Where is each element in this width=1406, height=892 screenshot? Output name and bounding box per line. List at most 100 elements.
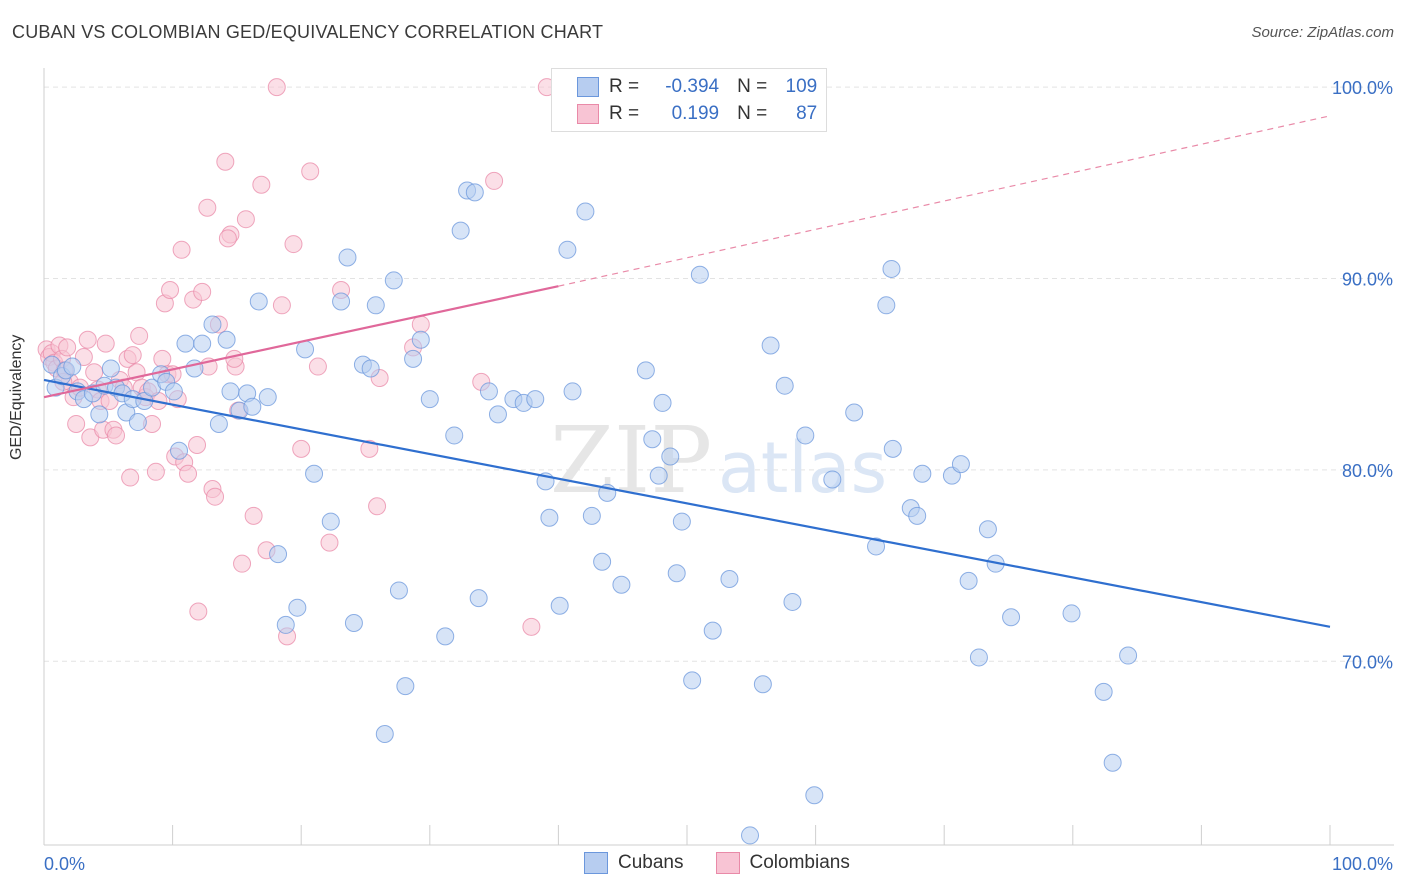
cubans-series xyxy=(42,181,1138,845)
cubans-point xyxy=(389,581,408,600)
legend-swatch-cubans xyxy=(584,852,608,874)
colombians-trend-line xyxy=(43,285,559,399)
cubans-point xyxy=(63,357,82,376)
cubans-point xyxy=(396,677,415,696)
cubans-point xyxy=(576,202,595,221)
cubans-point xyxy=(344,614,363,632)
cubans-point xyxy=(882,259,901,278)
colombians-point xyxy=(216,152,235,171)
colombians-point xyxy=(67,414,86,433)
axes xyxy=(43,68,1394,846)
cubans-point xyxy=(361,359,380,378)
colombians-point xyxy=(284,235,303,254)
colombians-point xyxy=(485,171,504,190)
legend-n-value-cubans: 109 xyxy=(785,76,818,97)
colombians-point xyxy=(189,602,208,621)
y-tick-label: 100.0% xyxy=(1332,78,1393,98)
cubans-point xyxy=(296,340,315,359)
colombians-point xyxy=(308,357,327,376)
colombians-point xyxy=(107,426,126,445)
cubans-point xyxy=(1094,682,1113,701)
series-legend: Cubans Colombians xyxy=(584,852,850,874)
cubans-point xyxy=(375,725,394,743)
legend-n-label: N = xyxy=(737,76,768,97)
cubans-point xyxy=(796,426,815,445)
cubans-point xyxy=(90,405,109,424)
y-tick-label: 80.0% xyxy=(1342,461,1393,481)
legend-r-label: R = xyxy=(609,103,640,124)
cubans-point xyxy=(582,506,601,525)
cubans-point xyxy=(176,334,195,353)
legend-row-colombians: R = 0.199 N = 87 xyxy=(577,102,817,126)
colombians-point xyxy=(244,506,263,525)
colombians-point xyxy=(272,296,291,315)
colombians-point xyxy=(121,468,140,487)
cubans-point xyxy=(258,388,277,407)
cubans-point xyxy=(411,330,430,349)
cubans-point xyxy=(1002,608,1021,627)
colombians-point xyxy=(411,315,430,334)
cubans-point xyxy=(1103,753,1122,772)
cubans-point xyxy=(636,361,655,380)
cubans-point xyxy=(170,441,189,460)
cubans-point xyxy=(465,183,484,202)
correlation-legend: R = -0.394 N = 109 R = 0.199 N = 87 xyxy=(551,68,827,132)
cubans-point xyxy=(783,592,802,611)
legend-n-label: N = xyxy=(737,103,768,124)
cubans-point xyxy=(479,382,498,401)
cubans-point xyxy=(741,826,760,845)
cubans-point xyxy=(288,598,307,617)
cubans-point xyxy=(217,330,236,349)
watermark-zip: ZIP xyxy=(550,407,712,514)
cubans-point xyxy=(321,512,340,531)
legend-label-cubans: Cubans xyxy=(618,852,684,873)
cubans-point xyxy=(690,265,709,284)
cubans-point xyxy=(469,589,488,608)
cubans-point xyxy=(249,292,268,311)
colombians-point xyxy=(301,162,320,181)
cubans-point xyxy=(1119,646,1138,665)
colombians-point xyxy=(225,349,244,368)
cubans-point xyxy=(563,382,582,401)
cubans-point xyxy=(653,393,672,412)
cubans-point xyxy=(404,349,423,368)
colombians-trend-extension xyxy=(558,115,1331,287)
cubans-point xyxy=(672,512,691,531)
colombians-point xyxy=(146,462,165,481)
cubans-point xyxy=(877,296,896,315)
cubans-point xyxy=(451,221,470,240)
legend-r-value-colombians: 0.199 xyxy=(671,103,720,124)
gridlines xyxy=(44,86,1394,662)
colombians-point xyxy=(123,346,142,365)
cubans-point xyxy=(805,786,824,805)
cubans-point xyxy=(951,455,970,474)
cubans-point xyxy=(649,466,668,485)
cubans-point xyxy=(775,376,794,395)
colombians-point xyxy=(292,439,311,458)
tick-labels: 70.0% 80.0% 90.0% 100.0% 0.0% 100.0% xyxy=(44,78,1393,874)
cubans-point xyxy=(908,506,927,525)
legend-n-value-colombians: 87 xyxy=(796,103,818,124)
legend-r-value-cubans: -0.394 xyxy=(665,76,720,97)
colombians-point xyxy=(267,78,286,97)
colombians-point xyxy=(179,464,198,483)
legend-row-cubans: R = -0.394 N = 109 xyxy=(577,75,817,99)
cubans-point xyxy=(384,271,403,290)
cubans-point xyxy=(969,648,988,667)
cubans-point xyxy=(420,390,439,409)
colombians-point xyxy=(206,487,225,506)
legend-r-label: R = xyxy=(609,76,640,97)
colombians-point xyxy=(58,338,77,357)
colombians-point xyxy=(320,533,339,552)
colombians-point xyxy=(218,229,237,248)
legend-swatch-cubans xyxy=(577,77,599,97)
cubans-point xyxy=(823,470,842,489)
chart-title: CUBAN VS COLOMBIAN GED/EQUIVALENCY CORRE… xyxy=(12,22,604,42)
cubans-point xyxy=(526,390,545,409)
colombians-point xyxy=(85,363,104,382)
colombians-point xyxy=(153,349,172,368)
cubans-point xyxy=(101,359,120,378)
cubans-point xyxy=(550,596,569,615)
cubans-point xyxy=(978,520,997,539)
